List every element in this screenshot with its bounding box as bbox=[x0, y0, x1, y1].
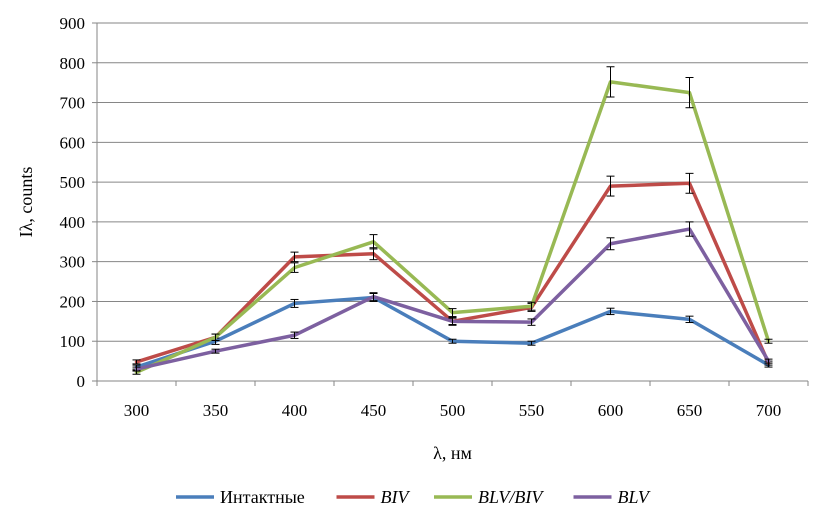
axes bbox=[92, 22, 809, 386]
legend-label: BLV/BIV bbox=[478, 487, 544, 507]
error-bar bbox=[606, 307, 615, 316]
x-tick-label: 400 bbox=[282, 401, 308, 420]
error-bar bbox=[685, 76, 694, 109]
error-bar bbox=[448, 317, 457, 326]
series-1 bbox=[132, 292, 773, 370]
series-3 bbox=[132, 66, 773, 375]
x-axis-title: λ, нм bbox=[433, 443, 472, 463]
y-tick-label: 800 bbox=[60, 54, 86, 73]
x-tick-label: 500 bbox=[440, 401, 466, 420]
x-tick-label: 650 bbox=[677, 401, 703, 420]
series-line bbox=[134, 227, 771, 371]
x-tick-label: 450 bbox=[361, 401, 387, 420]
series-4 bbox=[132, 221, 773, 372]
error-bar bbox=[606, 66, 615, 98]
error-bar bbox=[448, 308, 457, 318]
y-tick-label: 600 bbox=[60, 133, 86, 152]
error-bar bbox=[448, 338, 457, 344]
tick-labels: 0 100 200 300 400 500 600 700 800 900 300 350 400 450… bbox=[60, 14, 782, 420]
error-bar bbox=[527, 301, 536, 311]
x-tick-label: 700 bbox=[756, 401, 782, 420]
error-bar bbox=[290, 298, 299, 308]
error-bar bbox=[132, 359, 141, 365]
y-tick-label: 400 bbox=[60, 213, 86, 232]
x-tick-label: 550 bbox=[519, 401, 545, 420]
error-bar bbox=[290, 262, 299, 273]
y-tick-label: 300 bbox=[60, 253, 86, 272]
error-bar bbox=[606, 175, 615, 197]
legend-item-1: Интактные bbox=[176, 487, 305, 507]
legend-item-3: BLV/BIV bbox=[434, 487, 544, 507]
series-line bbox=[134, 295, 771, 369]
error-bar bbox=[764, 338, 773, 344]
error-bar bbox=[211, 348, 220, 354]
error-bar bbox=[290, 331, 299, 339]
y-tick-label: 0 bbox=[77, 372, 86, 391]
error-bar bbox=[527, 340, 536, 346]
error-bar bbox=[764, 358, 773, 364]
error-bar bbox=[606, 237, 615, 251]
error-bar bbox=[290, 251, 299, 263]
series-line bbox=[134, 181, 771, 365]
x-tick-label: 350 bbox=[203, 401, 229, 420]
error-bar bbox=[369, 292, 378, 302]
error-bar bbox=[685, 315, 694, 324]
series-lines bbox=[132, 66, 773, 375]
y-axis-title: Iλ, counts bbox=[16, 167, 36, 238]
legend-item-4: BLV bbox=[573, 487, 651, 507]
gridlines bbox=[97, 22, 808, 342]
legend-label: BIV bbox=[381, 487, 411, 507]
series-line bbox=[134, 80, 771, 374]
error-bar bbox=[211, 333, 220, 341]
x-tick-label: 300 bbox=[124, 401, 150, 420]
legend: Интактные BIV BLV/BIV BLV bbox=[176, 487, 651, 507]
error-bar bbox=[685, 172, 694, 194]
error-bar bbox=[132, 366, 141, 372]
y-tick-label: 500 bbox=[60, 173, 86, 192]
error-bar bbox=[527, 318, 536, 326]
x-tick-label: 600 bbox=[598, 401, 624, 420]
error-bar bbox=[685, 221, 694, 237]
y-tick-label: 700 bbox=[60, 94, 86, 113]
y-tick-label: 200 bbox=[60, 292, 86, 311]
y-tick-label: 100 bbox=[60, 332, 86, 351]
legend-label: BLV bbox=[618, 487, 651, 507]
error-bar bbox=[369, 234, 378, 250]
y-tick-label: 900 bbox=[60, 14, 86, 33]
legend-item-2: BIV bbox=[336, 487, 411, 507]
legend-label: Интактные bbox=[220, 487, 305, 507]
